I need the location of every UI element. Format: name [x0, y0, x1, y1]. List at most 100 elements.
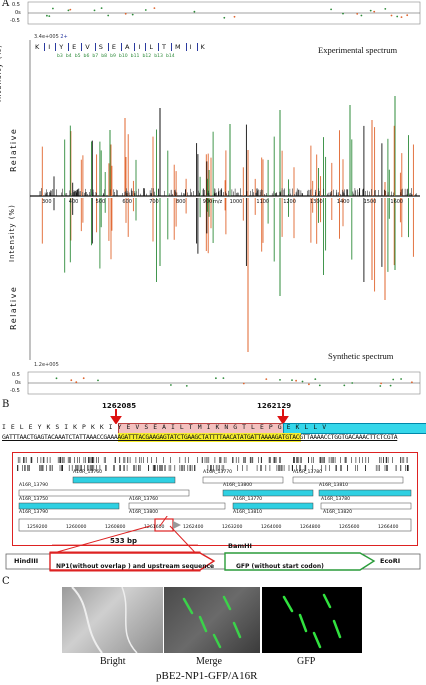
gene-label: A16R_13770: [233, 497, 263, 502]
residual-point: [69, 8, 72, 11]
residual-point: [46, 14, 48, 17]
panel-a-figure: [27, 1, 421, 395]
coordinate-label: 1264800: [300, 525, 321, 530]
coordinate-label: 1265600: [339, 525, 360, 530]
x-tick-label: 1000: [229, 199, 243, 205]
gene-label: A16R_13780: [293, 470, 323, 475]
np1-label: NP1(without overlap ) and upstream seque…: [56, 563, 215, 570]
coordinate-label: 1259200: [27, 525, 48, 530]
x-tick-label: 1300: [310, 199, 323, 205]
b-ion-label: b13: [154, 54, 163, 59]
residual-point: [193, 10, 196, 13]
peptide-residue: K: [35, 43, 40, 51]
gene-label: A16R_13800: [223, 483, 253, 488]
residual-point: [392, 378, 395, 381]
bamhi-site: BamHI: [228, 542, 252, 550]
residual-point: [330, 8, 332, 11]
residual-point: [400, 378, 402, 380]
residual-point: [406, 14, 409, 17]
ylabel-top-intensity: Intensity (%): [0, 44, 3, 102]
residual-point: [343, 384, 346, 387]
coordinate-label: 1262400: [183, 525, 204, 530]
gene-label: A16R_13810: [233, 510, 263, 515]
peptide-residue: V: [81, 43, 90, 51]
residual-point: [308, 383, 310, 386]
residual-point: [100, 7, 103, 9]
peptide-residue: M: [170, 43, 181, 51]
residual-point: [70, 379, 73, 382]
residual-point: [390, 14, 393, 17]
b-ion-label: b7: [92, 54, 99, 59]
gfp-label: GFP (without start codon): [236, 563, 324, 570]
bright-field-image: [62, 586, 163, 654]
panel-b-label: B: [2, 399, 10, 410]
x-tick-label: 700: [149, 199, 159, 205]
ylabel-top-relative: Relative: [9, 127, 18, 172]
peptide-residue: A: [120, 43, 129, 51]
gene-label: A16R_13750: [19, 497, 49, 502]
residual-point: [52, 7, 54, 10]
residual-point: [389, 384, 392, 387]
residual-point: [82, 377, 85, 380]
residual-point: [170, 384, 172, 386]
resid-tick-bot-2: 0s: [15, 380, 21, 386]
residual-point: [265, 378, 268, 380]
b-ion-label: b5: [74, 54, 81, 59]
residual-point: [384, 7, 387, 10]
hindiii-site: HindIII: [14, 557, 39, 565]
residual-point: [295, 379, 297, 382]
x-tick-label: 300: [42, 199, 52, 205]
x-tick-label: 500: [95, 199, 106, 205]
construct-diagram: [5, 516, 421, 572]
residual-point: [242, 382, 245, 385]
residual-point: [215, 377, 217, 380]
figure-caption: pBE2-NP1-GFP/A16R: [156, 670, 258, 682]
ylabel-bottom-intensity: Intensity (%): [8, 204, 16, 262]
residual-point: [153, 7, 156, 9]
x-tick-label: 1100: [256, 199, 270, 205]
x-tick-label: 1500: [363, 199, 377, 205]
scale-top: 3.4e+005 2+: [34, 34, 68, 40]
x-axis-unit: m/z: [213, 199, 223, 205]
coordinate-label: 1263200: [222, 525, 243, 530]
residual-point: [48, 15, 51, 17]
x-tick-label: 600: [122, 199, 132, 205]
residual-point: [222, 377, 225, 379]
gene-label: A16R_13790: [19, 483, 49, 488]
peptide-residue: T: [157, 43, 166, 51]
residual-point: [360, 14, 363, 17]
gene-label: A16R_13790: [19, 510, 49, 515]
bp-length: 533 bp: [110, 537, 138, 545]
residual-point: [342, 12, 344, 15]
x-tick-label: 800: [176, 199, 186, 205]
b-ion-label: b11: [130, 54, 140, 59]
b-ion-label: b14: [165, 54, 175, 59]
resid-tick-top-1: 0.5: [12, 2, 20, 8]
residual-point: [369, 9, 372, 12]
residual-point: [411, 381, 413, 384]
residual-point: [233, 15, 236, 18]
title-experimental: Experimental spectrum: [318, 45, 398, 55]
caption-gfp: GFP: [297, 656, 316, 667]
gene-label: A16R_13820: [323, 510, 353, 515]
residual-point: [380, 382, 382, 385]
gene-label: A16R_13800: [129, 510, 159, 515]
residual-point: [107, 14, 110, 17]
gene-label: A16R_13770: [203, 470, 233, 475]
b-ion-label: b8: [101, 54, 108, 59]
gfp-image: [262, 587, 362, 653]
residual-point: [291, 379, 293, 381]
residual-point: [279, 379, 281, 381]
peptide-residue: E: [107, 43, 116, 51]
ecori-site: EcoRI: [380, 557, 401, 565]
x-tick-label: 1400: [336, 199, 350, 205]
coordinate-label: 1260800: [105, 525, 126, 530]
residual-point: [356, 13, 359, 15]
peptide-residue: I: [44, 43, 50, 51]
residual-point: [314, 378, 317, 380]
resid-tick-top-3: -0.5: [10, 18, 20, 24]
panel-a-label: A: [2, 0, 10, 9]
panel-c-label: C: [2, 576, 10, 587]
gene-label: A16R_13780: [321, 497, 351, 502]
